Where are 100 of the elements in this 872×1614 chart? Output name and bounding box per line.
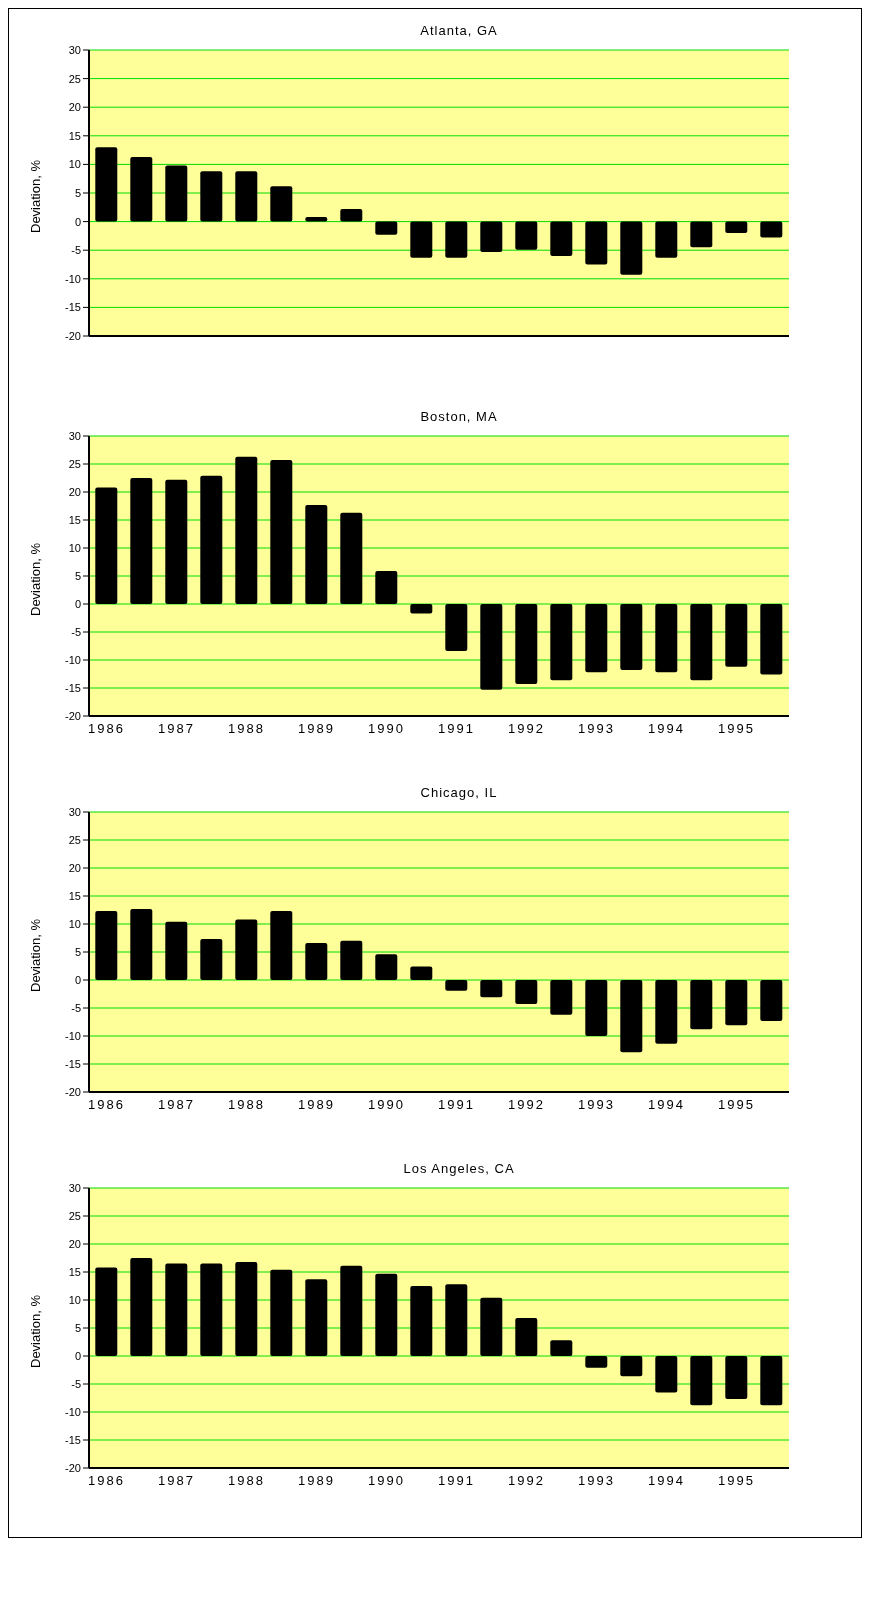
bar <box>130 908 153 980</box>
y-tick-label: 0 <box>74 1349 81 1362</box>
x-tick-label: 1988 <box>228 1473 265 1489</box>
y-tick-label: -5 <box>71 244 81 257</box>
bar <box>445 604 468 652</box>
bar <box>760 980 783 1021</box>
bar <box>725 221 748 234</box>
bar <box>585 980 608 1036</box>
bar <box>305 1279 328 1356</box>
bar <box>725 604 748 667</box>
x-tick-label: 1987 <box>158 721 195 737</box>
bar <box>95 911 118 980</box>
y-axis-title: Deviation, % <box>27 542 43 616</box>
y-tick-label: 5 <box>74 1321 81 1334</box>
x-tick-label: 1993 <box>578 1473 615 1489</box>
x-tick-label: 1987 <box>158 1097 195 1113</box>
bar <box>410 966 433 980</box>
bar <box>655 604 678 673</box>
bar <box>655 980 678 1044</box>
x-tick-label: 1991 <box>438 721 475 737</box>
y-tick-label: -10 <box>65 272 81 285</box>
bar <box>480 221 503 252</box>
bar <box>620 1356 643 1377</box>
y-tick-label: 25 <box>68 833 81 846</box>
bar <box>305 504 328 604</box>
x-tick-label: 1992 <box>508 1473 545 1489</box>
y-tick-label: 5 <box>74 945 81 958</box>
bar <box>690 980 713 1030</box>
bar <box>690 1356 713 1406</box>
bar <box>270 186 293 222</box>
y-tick-label: 20 <box>68 1237 81 1250</box>
y-tick-label: 20 <box>68 101 81 114</box>
y-tick-label: -15 <box>65 1433 81 1446</box>
y-tick-label: 5 <box>74 186 81 199</box>
bar <box>655 1356 678 1393</box>
y-tick-label: 15 <box>68 889 81 902</box>
y-tick-label: -20 <box>65 329 81 342</box>
y-tick-label: 30 <box>68 805 81 818</box>
bar <box>585 1356 608 1368</box>
chart-title: Los Angeles, CA <box>402 1161 516 1178</box>
x-tick-label: 1989 <box>298 1097 335 1113</box>
bar <box>375 1273 398 1356</box>
x-tick-label: 1993 <box>578 721 615 737</box>
bar <box>480 1297 503 1356</box>
y-tick-label: 0 <box>74 973 81 986</box>
x-tick-label: 1986 <box>88 1473 125 1489</box>
x-tick-label: 1989 <box>298 1473 335 1489</box>
bar <box>725 980 748 1026</box>
bar <box>585 221 608 265</box>
y-tick-label: -15 <box>65 1057 81 1070</box>
y-tick-label: -20 <box>65 709 81 722</box>
y-tick-label: 30 <box>68 429 81 442</box>
bar <box>445 1284 468 1356</box>
chart-title: Boston, MA <box>419 409 499 426</box>
x-tick-label: 1990 <box>368 721 405 737</box>
x-tick-label: 1991 <box>438 1473 475 1489</box>
bar <box>410 604 433 614</box>
bar <box>130 1258 153 1356</box>
bar <box>655 221 678 258</box>
bar <box>95 1267 118 1356</box>
y-tick-label: -5 <box>71 1377 81 1390</box>
bar <box>480 980 503 998</box>
bar <box>515 604 538 685</box>
y-tick-label: 5 <box>74 569 81 582</box>
x-tick-label: 1992 <box>508 721 545 737</box>
bar <box>340 209 363 222</box>
x-tick-label: 1986 <box>88 721 125 737</box>
bar <box>165 165 188 222</box>
y-tick-label: -5 <box>71 1001 81 1014</box>
bar <box>690 221 713 248</box>
bar <box>550 980 573 1015</box>
y-tick-label: -10 <box>65 1405 81 1418</box>
y-tick-label: 30 <box>68 43 81 56</box>
y-tick-label: 20 <box>68 861 81 874</box>
y-tick-label: -20 <box>65 1461 81 1474</box>
bar <box>340 940 363 980</box>
bar <box>200 939 223 980</box>
bar <box>95 487 118 604</box>
bar <box>95 147 118 222</box>
y-tick-label: -20 <box>65 1085 81 1098</box>
y-tick-label: 25 <box>68 457 81 470</box>
bar <box>375 954 398 980</box>
bar <box>690 604 713 681</box>
y-tick-label: 15 <box>68 129 81 142</box>
bar <box>585 604 608 673</box>
bar <box>550 604 573 681</box>
bar <box>620 221 643 275</box>
y-tick-label: -5 <box>71 625 81 638</box>
x-tick-label: 1988 <box>228 721 265 737</box>
y-tick-label: 0 <box>74 597 81 610</box>
bar <box>200 171 223 222</box>
x-tick-label: 1991 <box>438 1097 475 1113</box>
bar <box>760 1356 783 1406</box>
bar <box>375 221 398 235</box>
y-tick-label: 10 <box>68 158 81 171</box>
bar <box>235 171 258 222</box>
x-tick-label: 1995 <box>718 721 755 737</box>
x-tick-label: 1994 <box>648 1097 685 1113</box>
y-tick-label: 10 <box>68 1293 81 1306</box>
y-tick-label: -15 <box>65 681 81 694</box>
